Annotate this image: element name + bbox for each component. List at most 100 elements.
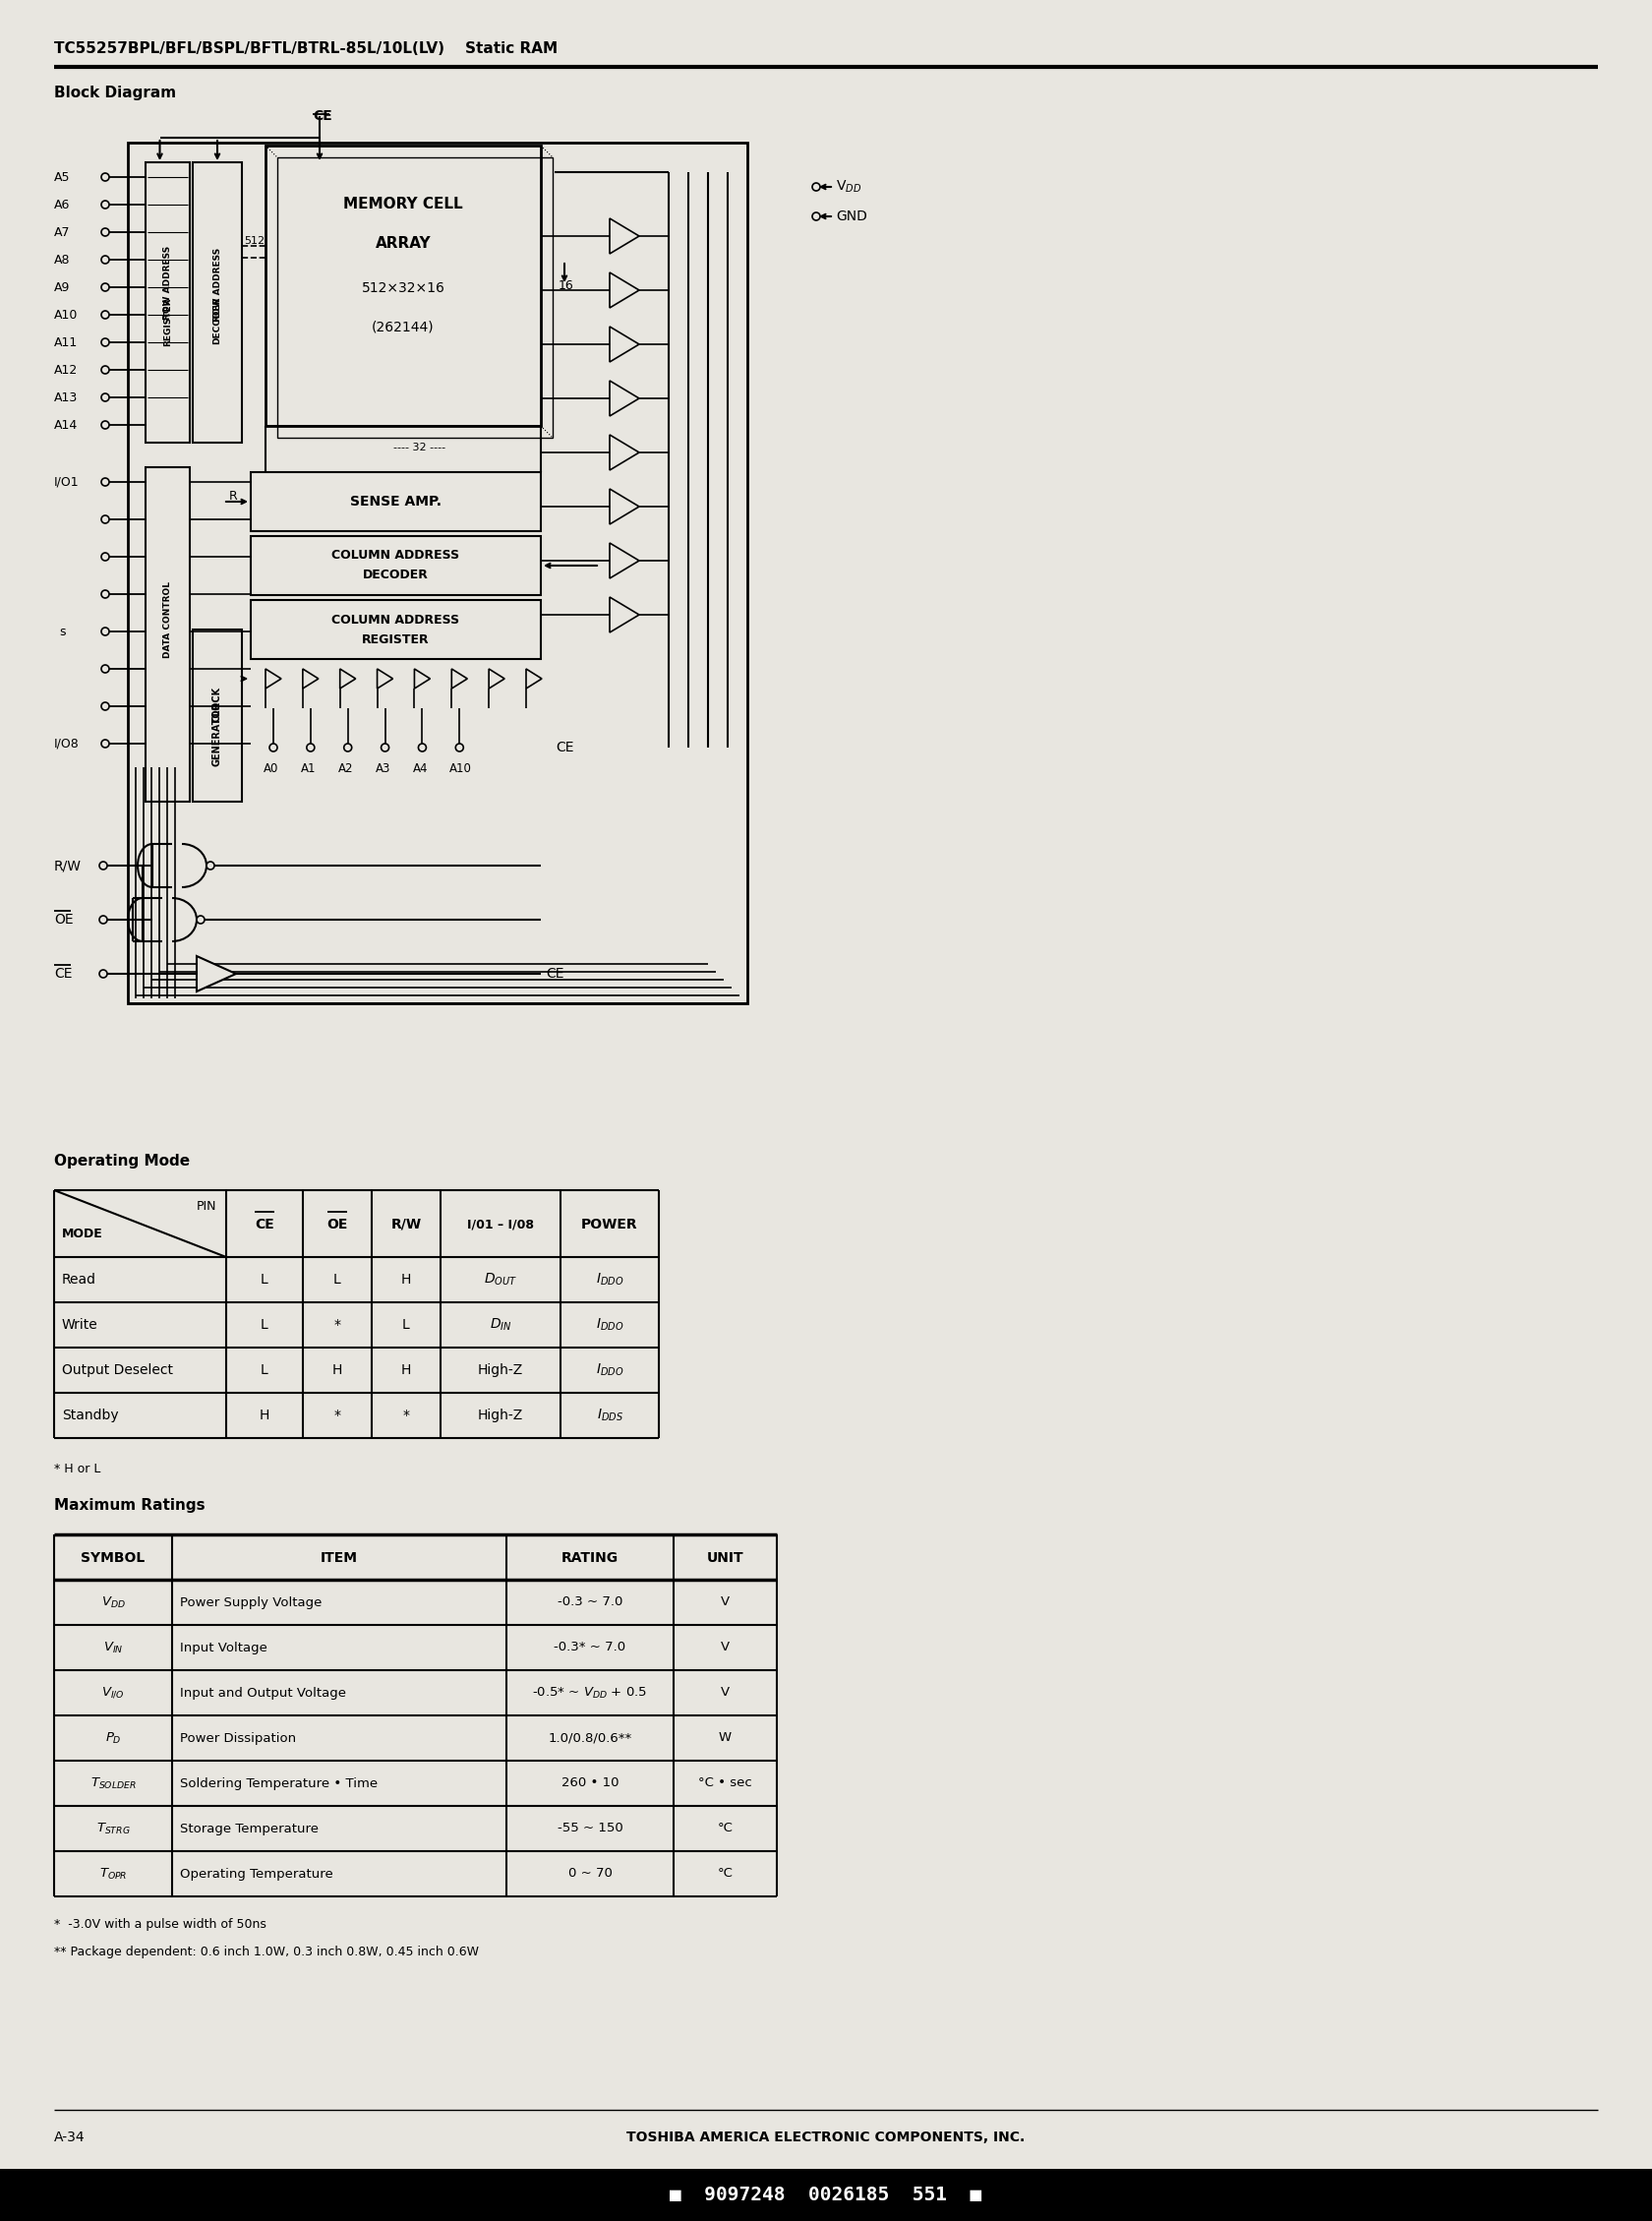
Polygon shape: [610, 542, 639, 577]
Text: H: H: [259, 1408, 269, 1421]
Circle shape: [101, 591, 109, 597]
Text: -55 ~ 150: -55 ~ 150: [557, 1821, 623, 1835]
Bar: [266, 147, 540, 426]
Bar: [251, 535, 540, 595]
Text: Power Dissipation: Power Dissipation: [180, 1732, 296, 1743]
Circle shape: [99, 971, 107, 977]
Circle shape: [101, 393, 109, 402]
Text: 1.0/0.8/0.6**: 1.0/0.8/0.6**: [548, 1732, 633, 1743]
Text: -0.3 ~ 7.0: -0.3 ~ 7.0: [557, 1597, 623, 1608]
Circle shape: [382, 744, 388, 751]
Text: A5: A5: [55, 171, 71, 184]
Circle shape: [813, 213, 819, 220]
Text: CLOCK: CLOCK: [213, 686, 223, 722]
Text: I/01 – I/08: I/01 – I/08: [468, 1217, 534, 1230]
Bar: [193, 162, 241, 442]
Text: High-Z: High-Z: [477, 1408, 524, 1421]
Text: A7: A7: [55, 227, 71, 238]
Circle shape: [101, 311, 109, 318]
Circle shape: [101, 553, 109, 560]
Polygon shape: [610, 489, 639, 524]
Text: $P_D$: $P_D$: [104, 1730, 121, 1746]
Text: $I_{DDO}$: $I_{DDO}$: [596, 1273, 623, 1288]
Text: R: R: [230, 491, 238, 504]
Text: CE: CE: [55, 966, 73, 982]
Text: PIN: PIN: [197, 1199, 216, 1213]
Text: A2: A2: [339, 762, 354, 775]
Text: *: *: [334, 1317, 340, 1333]
Text: V: V: [720, 1641, 730, 1655]
Circle shape: [101, 229, 109, 235]
Bar: [127, 142, 747, 1004]
Text: Write: Write: [63, 1317, 97, 1333]
Circle shape: [101, 173, 109, 180]
Text: V$_{DD}$: V$_{DD}$: [836, 180, 862, 195]
Text: A-34: A-34: [55, 2130, 86, 2143]
Text: V: V: [720, 1597, 730, 1608]
Text: GENERATOR: GENERATOR: [213, 702, 223, 766]
Text: A10: A10: [55, 309, 78, 322]
Text: GND: GND: [836, 209, 867, 224]
Polygon shape: [610, 218, 639, 253]
Circle shape: [101, 200, 109, 209]
Text: H: H: [332, 1364, 342, 1377]
Circle shape: [101, 515, 109, 524]
Text: Power Supply Voltage: Power Supply Voltage: [180, 1597, 322, 1608]
Polygon shape: [610, 326, 639, 362]
Text: POWER: POWER: [582, 1217, 638, 1230]
Text: ---- 32 ----: ---- 32 ----: [393, 442, 446, 453]
Text: L: L: [261, 1273, 268, 1286]
Text: L: L: [261, 1317, 268, 1333]
Text: A8: A8: [55, 253, 71, 267]
Text: -0.5* ~ $V_{DD}$ + 0.5: -0.5* ~ $V_{DD}$ + 0.5: [532, 1686, 648, 1701]
Text: RATING: RATING: [562, 1550, 618, 1566]
Circle shape: [99, 915, 107, 924]
Text: Input and Output Voltage: Input and Output Voltage: [180, 1686, 347, 1699]
Circle shape: [101, 629, 109, 635]
Text: Soldering Temperature • Time: Soldering Temperature • Time: [180, 1777, 378, 1790]
Bar: [145, 162, 190, 442]
Text: TC55257BPL/BFL/BSPL/BFTL/BTRL-85L/10L(LV)    Static RAM: TC55257BPL/BFL/BSPL/BFTL/BTRL-85L/10L(LV…: [55, 42, 558, 56]
Text: ** Package dependent: 0.6 inch 1.0W, 0.3 inch 0.8W, 0.45 inch 0.6W: ** Package dependent: 0.6 inch 1.0W, 0.3…: [55, 1946, 479, 1959]
Circle shape: [813, 182, 819, 191]
Text: SYMBOL: SYMBOL: [81, 1550, 145, 1566]
Circle shape: [101, 338, 109, 346]
Text: 260 • 10: 260 • 10: [562, 1777, 620, 1790]
Text: (262144): (262144): [372, 320, 434, 335]
Text: $V_{IN}$: $V_{IN}$: [102, 1639, 124, 1655]
Circle shape: [101, 422, 109, 429]
Text: ■  9097248  0026185  551  ■: ■ 9097248 0026185 551 ■: [671, 2185, 981, 2205]
Text: A13: A13: [55, 391, 78, 404]
Text: CE: CE: [545, 966, 563, 982]
Text: V: V: [720, 1686, 730, 1699]
Text: °C • sec: °C • sec: [699, 1777, 752, 1790]
Text: 512: 512: [244, 235, 264, 247]
Text: Standby: Standby: [63, 1408, 119, 1421]
Text: R/W: R/W: [392, 1217, 421, 1230]
Text: ARRAY: ARRAY: [375, 238, 431, 251]
Text: ITEM: ITEM: [320, 1550, 358, 1566]
Text: H: H: [401, 1273, 411, 1286]
Text: I/O1: I/O1: [55, 475, 79, 489]
Text: OE: OE: [55, 913, 73, 926]
Text: TOSHIBA AMERICA ELECTRONIC COMPONENTS, INC.: TOSHIBA AMERICA ELECTRONIC COMPONENTS, I…: [626, 2130, 1026, 2143]
Text: A6: A6: [55, 198, 69, 211]
Text: 0 ~ 70: 0 ~ 70: [568, 1868, 611, 1881]
Text: $V_{I/O}$: $V_{I/O}$: [101, 1686, 126, 1699]
Circle shape: [101, 664, 109, 673]
Text: -0.3* ~ 7.0: -0.3* ~ 7.0: [553, 1641, 626, 1655]
Circle shape: [101, 366, 109, 373]
Text: $T_{STRG}$: $T_{STRG}$: [96, 1821, 131, 1837]
Text: Read: Read: [63, 1273, 96, 1286]
Text: COLUMN ADDRESS: COLUMN ADDRESS: [332, 613, 459, 626]
Text: s: s: [59, 624, 66, 637]
Text: UNIT: UNIT: [707, 1550, 743, 1566]
Text: I/O8: I/O8: [55, 737, 79, 751]
Text: Block Diagram: Block Diagram: [55, 87, 177, 100]
Circle shape: [269, 744, 278, 751]
Text: $V_{DD}$: $V_{DD}$: [101, 1595, 126, 1610]
Text: $T_{OPR}$: $T_{OPR}$: [99, 1866, 127, 1881]
Text: A11: A11: [55, 335, 78, 349]
Text: L: L: [403, 1317, 410, 1333]
Text: °C: °C: [717, 1868, 733, 1881]
